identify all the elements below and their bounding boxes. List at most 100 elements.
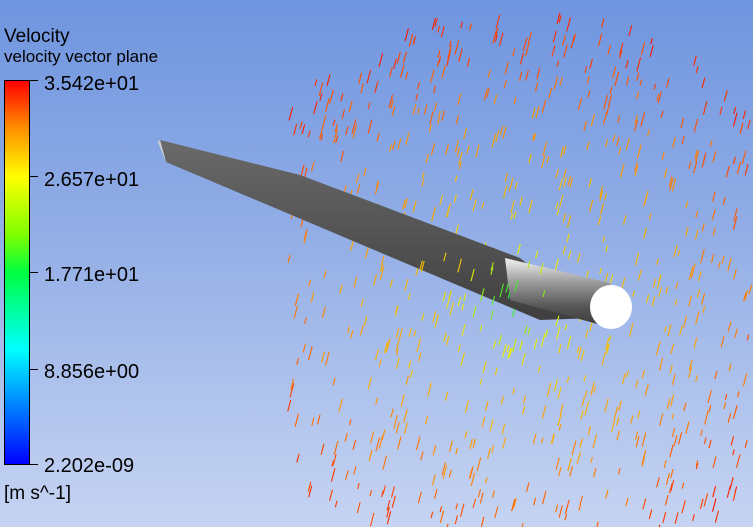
velocity-vector-arrow <box>378 53 384 68</box>
velocity-vector-arrow <box>748 284 753 295</box>
velocity-vector-arrow <box>481 416 486 428</box>
velocity-vector-arrow <box>417 107 420 114</box>
velocity-vector-arrow <box>454 140 460 153</box>
velocity-vector-arrow <box>553 76 559 90</box>
velocity-vector-arrow <box>558 466 562 477</box>
velocity-vector-arrow <box>367 376 372 390</box>
velocity-vector-arrow <box>658 286 663 298</box>
velocity-vector-arrow <box>470 268 475 282</box>
velocity-vector-arrow <box>421 171 425 179</box>
velocity-vector-arrow <box>502 126 507 139</box>
velocity-vector-arrow <box>660 110 664 118</box>
velocity-vector-arrow <box>537 365 541 373</box>
velocity-vector-arrow <box>695 311 700 325</box>
velocity-vector-arrow <box>396 51 401 64</box>
velocity-vector-arrow <box>703 493 709 507</box>
velocity-vector-arrow <box>711 192 716 202</box>
velocity-vector-arrow <box>392 140 396 151</box>
velocity-vector-arrow <box>302 343 307 353</box>
velocity-vector-arrow <box>420 260 425 273</box>
velocity-vector-arrow <box>688 295 693 307</box>
velocity-vector-arrow <box>688 359 693 371</box>
velocity-vector-arrow <box>625 497 629 507</box>
velocity-vector-arrow <box>308 485 313 498</box>
velocity-vector-arrow <box>721 255 725 264</box>
velocity-vector-arrow <box>519 340 523 351</box>
velocity-vector-arrow <box>310 161 315 172</box>
velocity-vector-arrow <box>548 87 553 99</box>
velocity-vector-arrow <box>655 341 661 356</box>
velocity-vector-arrow <box>727 321 732 333</box>
velocity-vector-arrow <box>702 305 706 313</box>
velocity-vector-arrow <box>442 465 448 479</box>
velocity-vector-arrow <box>341 109 346 120</box>
velocity-vector-arrow <box>580 349 585 362</box>
velocity-vector-arrow <box>330 468 336 482</box>
velocity-vector-arrow <box>636 72 640 81</box>
velocity-vector-arrow <box>685 226 689 237</box>
velocity-vector-arrow <box>470 472 476 487</box>
velocity-vector-arrow <box>395 349 399 356</box>
velocity-vector-arrow <box>487 69 491 78</box>
velocity-vector-arrow <box>427 382 432 397</box>
velocity-vector-arrow <box>521 352 526 366</box>
velocity-vector-arrow <box>340 150 345 162</box>
velocity-vector-arrow <box>634 114 638 125</box>
velocity-vector-arrow <box>709 140 713 147</box>
velocity-vector-arrow <box>678 432 683 445</box>
velocity-vector-arrow <box>658 357 664 372</box>
velocity-vector-arrow <box>556 12 561 24</box>
velocity-vector-arrow <box>374 80 379 93</box>
velocity-vector-arrow <box>633 119 639 132</box>
velocity-vector-arrow <box>596 521 599 527</box>
velocity-vector-arrow <box>505 283 509 293</box>
velocity-vector-arrow <box>613 406 619 421</box>
velocity-vector-arrow <box>533 497 537 506</box>
velocity-vector-arrow <box>348 419 352 426</box>
velocity-vector-arrow <box>556 60 560 68</box>
velocity-vector-arrow <box>656 275 662 290</box>
velocity-vector-arrow <box>487 448 491 459</box>
velocity-vector-arrow <box>416 338 422 353</box>
velocity-vector-arrow <box>405 71 409 80</box>
velocity-vector-arrow <box>393 414 398 429</box>
velocity-vector-arrow <box>695 462 699 470</box>
velocity-vector-arrow <box>389 144 393 152</box>
velocity-vector-arrow <box>369 512 375 527</box>
velocity-vector-arrow <box>417 352 422 362</box>
velocity-vector-arrow <box>352 124 358 139</box>
velocity-vector-arrow <box>704 410 709 425</box>
velocity-vector-arrow <box>736 161 742 175</box>
velocity-vector-arrow <box>507 291 511 299</box>
velocity-vector-arrow <box>585 329 589 339</box>
velocity-vector-arrow <box>447 48 452 62</box>
velocity-vector-arrow <box>472 438 476 448</box>
velocity-vector-arrow <box>503 185 508 199</box>
velocity-vector-arrow <box>428 124 432 133</box>
velocity-vector-arrow <box>651 296 656 307</box>
velocity-vector-arrow <box>733 269 737 280</box>
velocity-vector-arrow <box>333 440 339 456</box>
velocity-vector-arrow <box>634 165 639 177</box>
velocity-vector-arrow <box>541 99 547 113</box>
velocity-vector-arrow <box>469 188 474 201</box>
velocity-vector-arrow <box>356 184 361 194</box>
velocity-vector-arrow <box>532 433 537 445</box>
velocity-vector-arrow <box>403 409 408 423</box>
velocity-vector-arrow <box>460 21 463 29</box>
velocity-vector-arrow <box>400 394 405 408</box>
velocity-vector-arrow <box>420 451 424 461</box>
velocity-vector-arrow <box>443 332 447 342</box>
velocity-vector-arrow <box>566 233 570 243</box>
velocity-vector-arrow <box>592 434 598 448</box>
velocity-vector-arrow <box>579 438 583 448</box>
velocity-vector-arrow <box>526 482 530 492</box>
velocity-vector-arrow <box>413 330 417 337</box>
velocity-vector-arrow <box>701 223 705 232</box>
velocity-vector-arrow <box>358 72 363 84</box>
velocity-vector-arrow <box>408 327 412 338</box>
velocity-vector-arrow <box>593 386 596 393</box>
velocity-vector-arrow <box>290 378 295 391</box>
velocity-vector-arrow <box>593 467 597 478</box>
